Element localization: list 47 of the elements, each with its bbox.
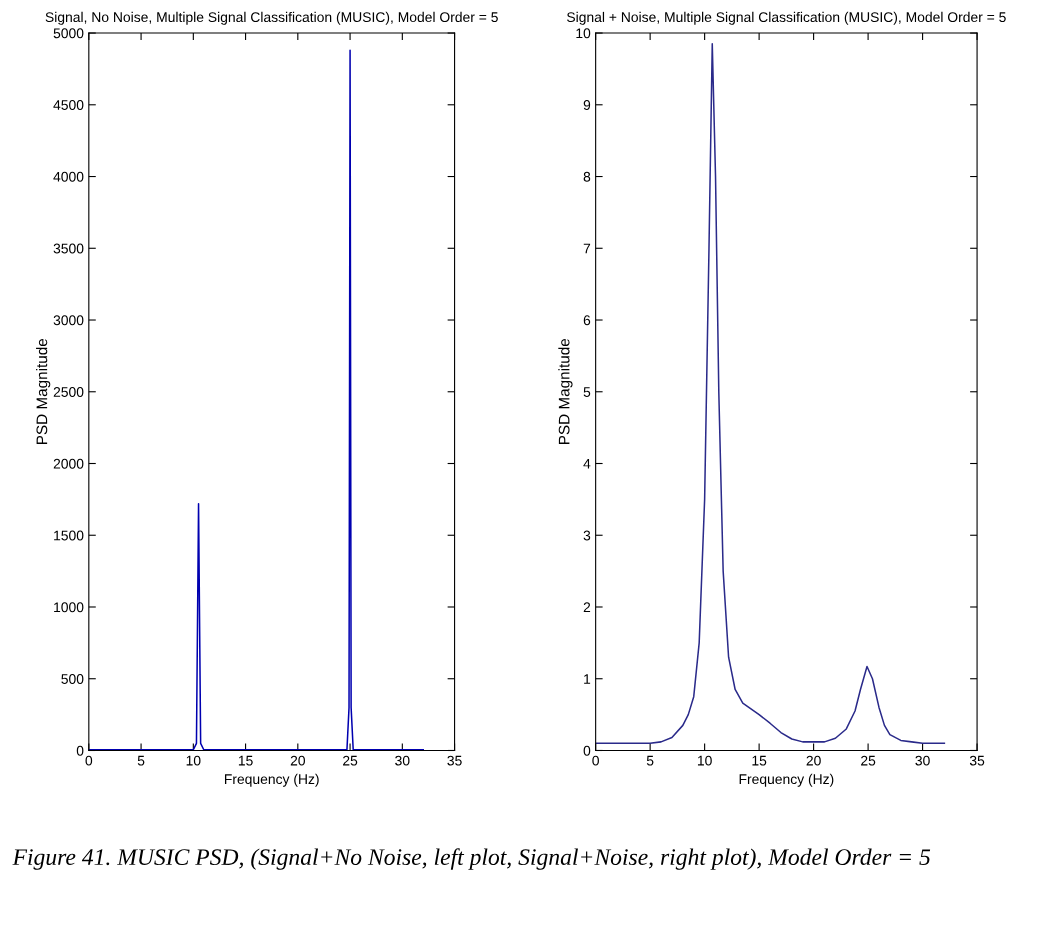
x-tick-label: 15 (752, 755, 767, 766)
x-tick-label: 30 (915, 755, 930, 766)
x-tick-label: 35 (447, 755, 462, 766)
y-tick-label: 7 (583, 243, 591, 254)
x-tick-label: 0 (85, 755, 93, 766)
x-axis-title: Frequency (Hz) (739, 773, 834, 787)
chart-title: Signal, No Noise, Multiple Signal Classification (MUSIC), Model Order = 5 (45, 11, 498, 25)
y-tick-label: 2000 (53, 458, 84, 469)
y-tick-label: 6 (583, 315, 591, 326)
x-tick-label: 15 (238, 755, 253, 766)
y-tick-label: 5 (583, 387, 591, 397)
y-tick-label: 4500 (53, 100, 84, 110)
y-tick-label: 3000 (53, 315, 84, 326)
x-tick-label: 5 (137, 755, 145, 766)
x-tick-label: 25 (861, 755, 876, 766)
x-tick-label: 25 (343, 755, 358, 766)
x-tick-label: 10 (697, 755, 712, 766)
y-tick-label: 10 (576, 28, 591, 39)
y-tick-label: 0 (76, 745, 84, 756)
y-tick-label: 1500 (54, 530, 84, 541)
x-tick-label: 30 (395, 755, 410, 766)
y-tick-label: 3 (583, 530, 591, 541)
x-tick-label: 20 (806, 755, 821, 766)
line-series (88, 49, 424, 751)
line-series (595, 43, 946, 745)
y-axis-title: PSD Magnitude (36, 338, 51, 445)
x-tick-label: 10 (186, 755, 201, 766)
x-tick-label: 20 (290, 755, 306, 766)
x-axis-title: Frequency (Hz) (224, 773, 319, 787)
y-axis-title: PSD Magnitude (558, 338, 573, 445)
y-tick-label: 3500 (53, 243, 84, 254)
y-tick-label: 9 (583, 100, 591, 110)
y-tick-label: 4000 (53, 171, 84, 182)
y-tick-label: 1 (584, 674, 591, 684)
x-tick-label: 0 (592, 755, 599, 766)
x-tick-label: 5 (646, 755, 654, 766)
y-tick-label: 5000 (53, 28, 84, 39)
y-tick-label: 0 (583, 745, 591, 756)
y-tick-label: 500 (61, 674, 84, 684)
y-tick-label: 4 (583, 458, 591, 469)
y-tick-label: 2 (583, 602, 591, 613)
chart-title: Signal + Noise, Multiple Signal Classification (MUSIC), Model Order = 5 (567, 11, 1006, 25)
caption: Figure 41. MUSIC PSD, (Signal+No Noise, left plot, Signal+Noise, right plot), Model Order = 5 (12, 848, 931, 870)
x-tick-label: 35 (969, 755, 985, 766)
y-tick-label: 1000 (54, 602, 84, 613)
y-tick-label: 2500 (53, 387, 84, 397)
y-tick-label: 8 (583, 171, 591, 182)
